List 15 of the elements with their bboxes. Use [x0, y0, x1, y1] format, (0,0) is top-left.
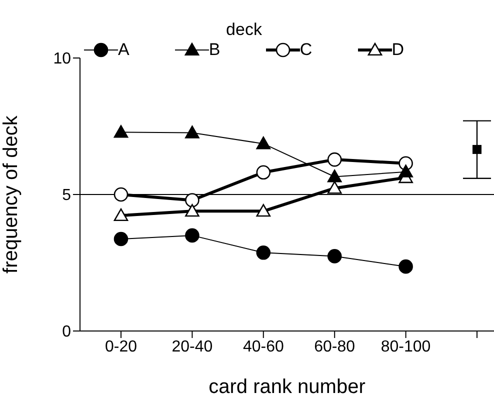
y-tick-label: 0 — [62, 324, 72, 341]
legend-title: deck — [225, 20, 263, 40]
y-tick-label: 10 — [53, 50, 72, 68]
x-axis-title: card rank number — [208, 376, 366, 398]
x-tick-label: 60-80 — [314, 338, 356, 356]
x-tick-label: 20-40 — [172, 338, 213, 356]
legend-label: D — [392, 40, 404, 60]
x-tick-label: 80-100 — [380, 338, 431, 356]
legend-label: C — [300, 40, 312, 60]
legend-label: A — [118, 40, 130, 60]
y-axis-title: frequency of deck — [0, 114, 22, 274]
x-tick-label: 0-20 — [104, 338, 138, 356]
legend-label: B — [208, 40, 220, 60]
y-tick-label: 5 — [62, 187, 72, 204]
x-tick-label: 40-60 — [242, 338, 284, 356]
